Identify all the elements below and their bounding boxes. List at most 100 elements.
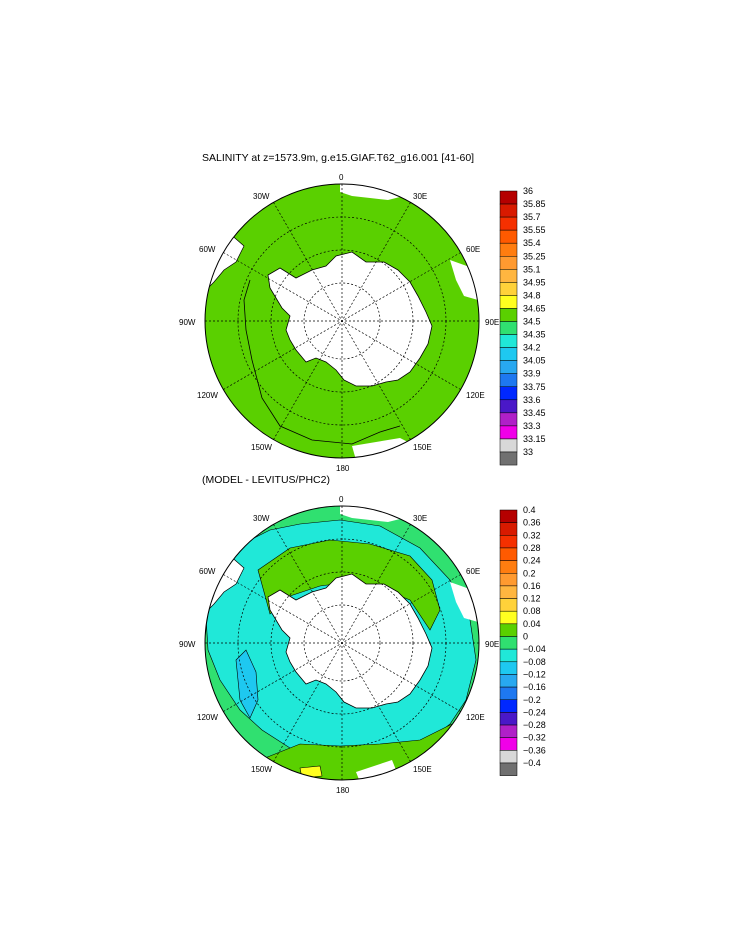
lon-label-90e: 90E xyxy=(485,318,499,327)
lon-label-60e: 60E xyxy=(466,567,480,576)
colorbar-label: 0 xyxy=(523,632,528,642)
colorbar-label: 33.45 xyxy=(523,408,546,418)
colorbar-swatch xyxy=(499,386,518,401)
colorbar-label: 33.15 xyxy=(523,434,546,444)
antarctica-land xyxy=(267,573,433,709)
colorbar-swatch xyxy=(499,573,518,587)
lon-label-60w: 60W xyxy=(199,567,216,576)
colorbar-label: 33.6 xyxy=(523,395,541,405)
colorbar-label: −0.08 xyxy=(523,657,546,667)
lon-label-120e: 120E xyxy=(466,713,485,722)
colorbar-label: 35.55 xyxy=(523,225,546,235)
colorbar-label: 35.25 xyxy=(523,251,546,261)
colorbar-label: −0.16 xyxy=(523,682,546,692)
lon-label-0: 0 xyxy=(339,173,344,182)
colorbar-swatch xyxy=(499,451,518,466)
lon-label-30w: 30W xyxy=(253,192,270,201)
map-title-salinity: SALINITY at z=1573.9m, g.e15.GIAF.T62_g1… xyxy=(202,152,475,164)
colorbar-label: 0.16 xyxy=(523,581,541,591)
colorbar-label: 0.24 xyxy=(523,556,541,566)
colorbar-swatch xyxy=(499,412,518,427)
lon-label-30e: 30E xyxy=(413,514,427,523)
lon-label-30w: 30W xyxy=(253,514,270,523)
colorbar-swatch xyxy=(499,522,518,536)
contour-line xyxy=(243,279,401,445)
colorbar-label: 34.35 xyxy=(523,330,546,340)
lon-label-90e: 90E xyxy=(485,640,499,649)
colorbar-swatch xyxy=(499,535,518,549)
colorbar-label: 33.75 xyxy=(523,382,546,392)
colorbar-label: 0.08 xyxy=(523,606,541,616)
colorbar-swatch xyxy=(499,308,518,322)
colorbar-swatch xyxy=(499,203,518,218)
lon-label-0: 0 xyxy=(339,495,344,504)
lon-label-120e: 120E xyxy=(466,391,485,400)
colorbar-swatch xyxy=(499,229,518,244)
colorbar-swatch xyxy=(499,399,518,414)
colorbar-swatch xyxy=(499,190,518,205)
colorbar-swatch xyxy=(499,560,518,574)
colorbar-swatch xyxy=(499,750,518,764)
colorbar-label: 36 xyxy=(523,186,533,196)
colorbar-label: 0.4 xyxy=(523,505,536,515)
lon-label-30e: 30E xyxy=(413,192,427,201)
colorbar-label: 0.28 xyxy=(523,543,541,553)
lon-label-180: 180 xyxy=(336,464,350,473)
salinity-map: 0 30E 60E 90E 120E 150E 180 150W 120W 90… xyxy=(179,173,499,473)
colorbar-label: 34.8 xyxy=(523,290,541,300)
colorbar-swatch xyxy=(499,256,518,270)
colorbar-label: 35.7 xyxy=(523,212,541,222)
map-border xyxy=(204,183,480,459)
colorbar-label: 33 xyxy=(523,447,533,457)
antarctica-land xyxy=(267,251,433,387)
colorbar-swatch xyxy=(499,216,518,231)
colorbar-swatch xyxy=(499,686,518,700)
lon-label-150e: 150E xyxy=(413,443,432,452)
colorbar-label: −0.32 xyxy=(523,733,546,743)
colorbar-label: 0.2 xyxy=(523,568,536,578)
colorbar-swatch xyxy=(499,282,518,296)
colorbar-swatch xyxy=(499,648,518,663)
colorbar-label: 34.2 xyxy=(523,343,541,353)
difference-map: 0 30E 60E 90E 120E 150E 180 150W 120W 90… xyxy=(179,495,499,795)
colorbar-label: 0.12 xyxy=(523,594,541,604)
colorbar-label: 35.4 xyxy=(523,238,541,248)
colorbar-label: −0.4 xyxy=(523,758,541,768)
lon-label-120w: 120W xyxy=(197,713,218,722)
colorbar-swatch xyxy=(499,724,518,738)
colorbar-swatch xyxy=(499,373,518,388)
graticule xyxy=(205,506,479,780)
colorbar-swatch xyxy=(499,509,518,523)
colorbar-swatch xyxy=(499,598,518,612)
colorbar-swatch xyxy=(499,699,518,713)
colorbar-label: −0.2 xyxy=(523,695,541,705)
green-ring xyxy=(257,539,441,631)
map-border xyxy=(204,505,480,781)
map-title-difference: (MODEL - LEVITUS/PHC2) xyxy=(202,474,330,486)
colorbar-label: −0.36 xyxy=(523,745,546,755)
colorbar-label: 0.32 xyxy=(523,530,541,540)
colorbar-label: −0.12 xyxy=(523,669,546,679)
lon-label-60e: 60E xyxy=(466,245,480,254)
colorbar-label: 34.5 xyxy=(523,317,541,327)
colorbar-salinity: 36 35.85 35.7 35.55 35.4 35.25 35.1 34.95 34.8 34… xyxy=(499,186,546,466)
colorbar-swatch xyxy=(499,360,518,374)
colorbar-label: 34.95 xyxy=(523,277,546,287)
colorbar-swatch xyxy=(499,295,518,309)
lon-label-150w: 150W xyxy=(251,765,272,774)
lon-label-150w: 150W xyxy=(251,443,272,452)
colorbar-swatch xyxy=(499,438,518,453)
colorbar-label: −0.24 xyxy=(523,707,546,717)
colorbar-swatch xyxy=(499,712,518,726)
graticule xyxy=(205,184,479,458)
colorbar-swatch xyxy=(499,762,518,776)
colorbar-swatch xyxy=(499,321,518,335)
colorbar-label: 33.3 xyxy=(523,421,541,431)
colorbar-swatch xyxy=(499,347,518,361)
colorbar-swatch xyxy=(499,269,518,283)
colorbar-label: 35.1 xyxy=(523,264,541,274)
colorbar-label: 0.36 xyxy=(523,518,541,528)
lon-label-90w: 90W xyxy=(179,640,196,649)
colorbar-label: 0.04 xyxy=(523,619,541,629)
